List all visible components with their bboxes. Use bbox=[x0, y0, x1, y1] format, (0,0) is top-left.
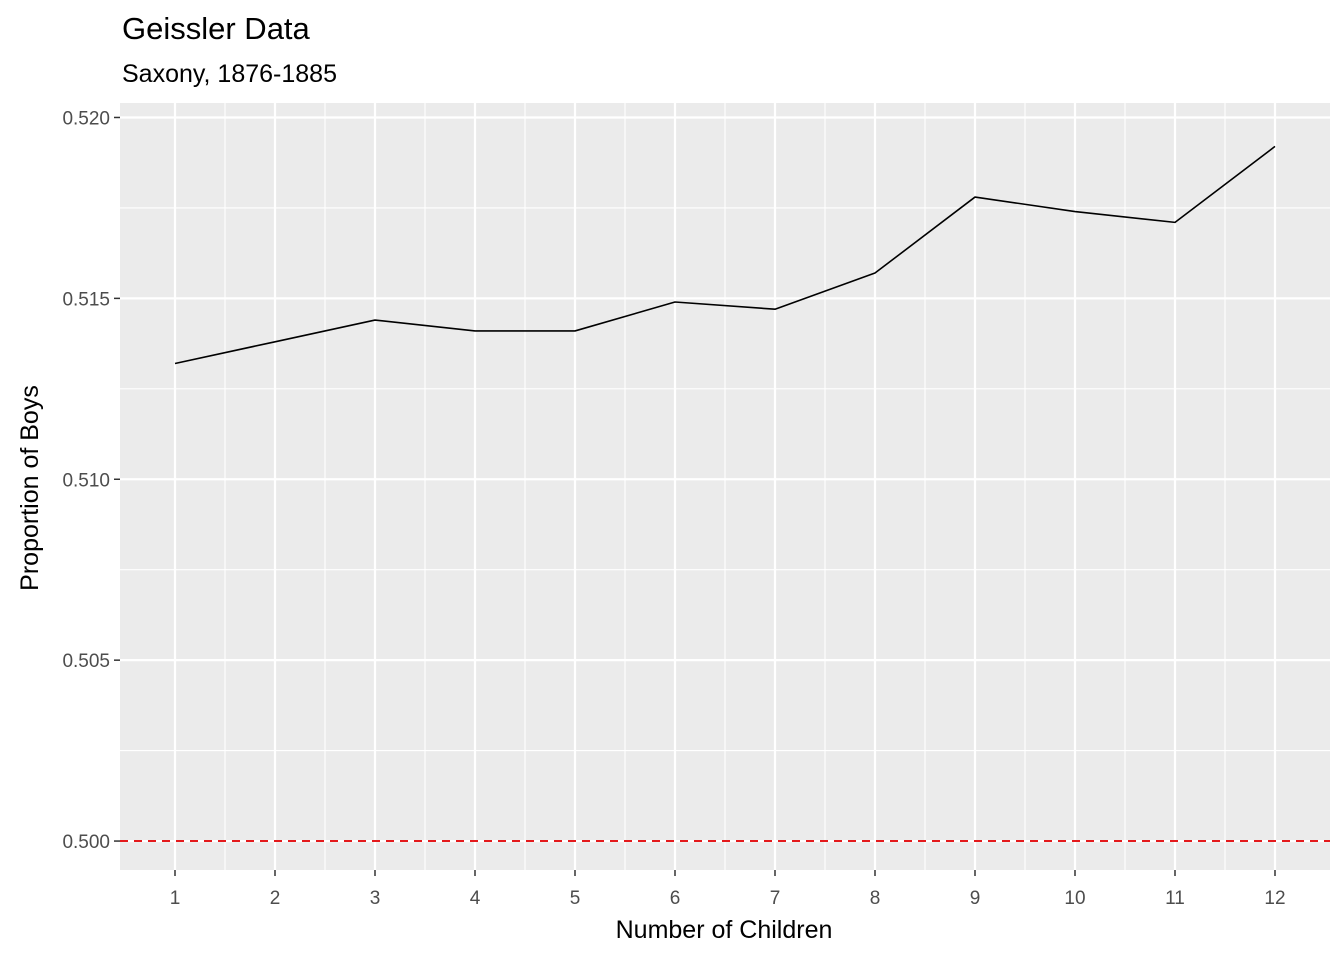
minor-gridlines bbox=[120, 103, 1330, 870]
y-axis: 0.500 0.505 0.510 0.515 0.520 bbox=[62, 108, 120, 853]
series-line bbox=[174, 145, 1276, 365]
y-tick-label: 0.520 bbox=[62, 108, 110, 129]
x-tick-label: 8 bbox=[870, 888, 881, 909]
chart-subtitle: Saxony, 1876-1885 bbox=[122, 60, 337, 88]
x-tick-label: 12 bbox=[1264, 888, 1285, 909]
x-tick-label: 11 bbox=[1165, 888, 1185, 909]
x-axis-label: Number of Children bbox=[615, 916, 833, 944]
x-axis: 1 2 3 4 5 6 7 8 9 10 11 12 bbox=[170, 870, 1286, 909]
y-tick-label: 0.515 bbox=[62, 289, 110, 310]
y-tick-label: 0.500 bbox=[62, 832, 110, 853]
x-tick-label: 2 bbox=[270, 888, 281, 909]
x-tick-label: 5 bbox=[570, 888, 581, 909]
y-tick-label: 0.510 bbox=[62, 470, 110, 491]
x-tick-label: 10 bbox=[1064, 888, 1085, 909]
x-tick-label: 9 bbox=[970, 888, 981, 909]
major-gridlines bbox=[120, 103, 1330, 870]
y-tick-label: 0.505 bbox=[62, 651, 110, 672]
chart-title: Geissler Data bbox=[122, 11, 310, 46]
x-tick-label: 4 bbox=[470, 888, 481, 909]
x-tick-label: 6 bbox=[670, 888, 681, 909]
x-tick-label: 7 bbox=[770, 888, 781, 909]
x-tick-label: 1 bbox=[170, 888, 181, 909]
x-tick-label: 3 bbox=[370, 888, 381, 909]
